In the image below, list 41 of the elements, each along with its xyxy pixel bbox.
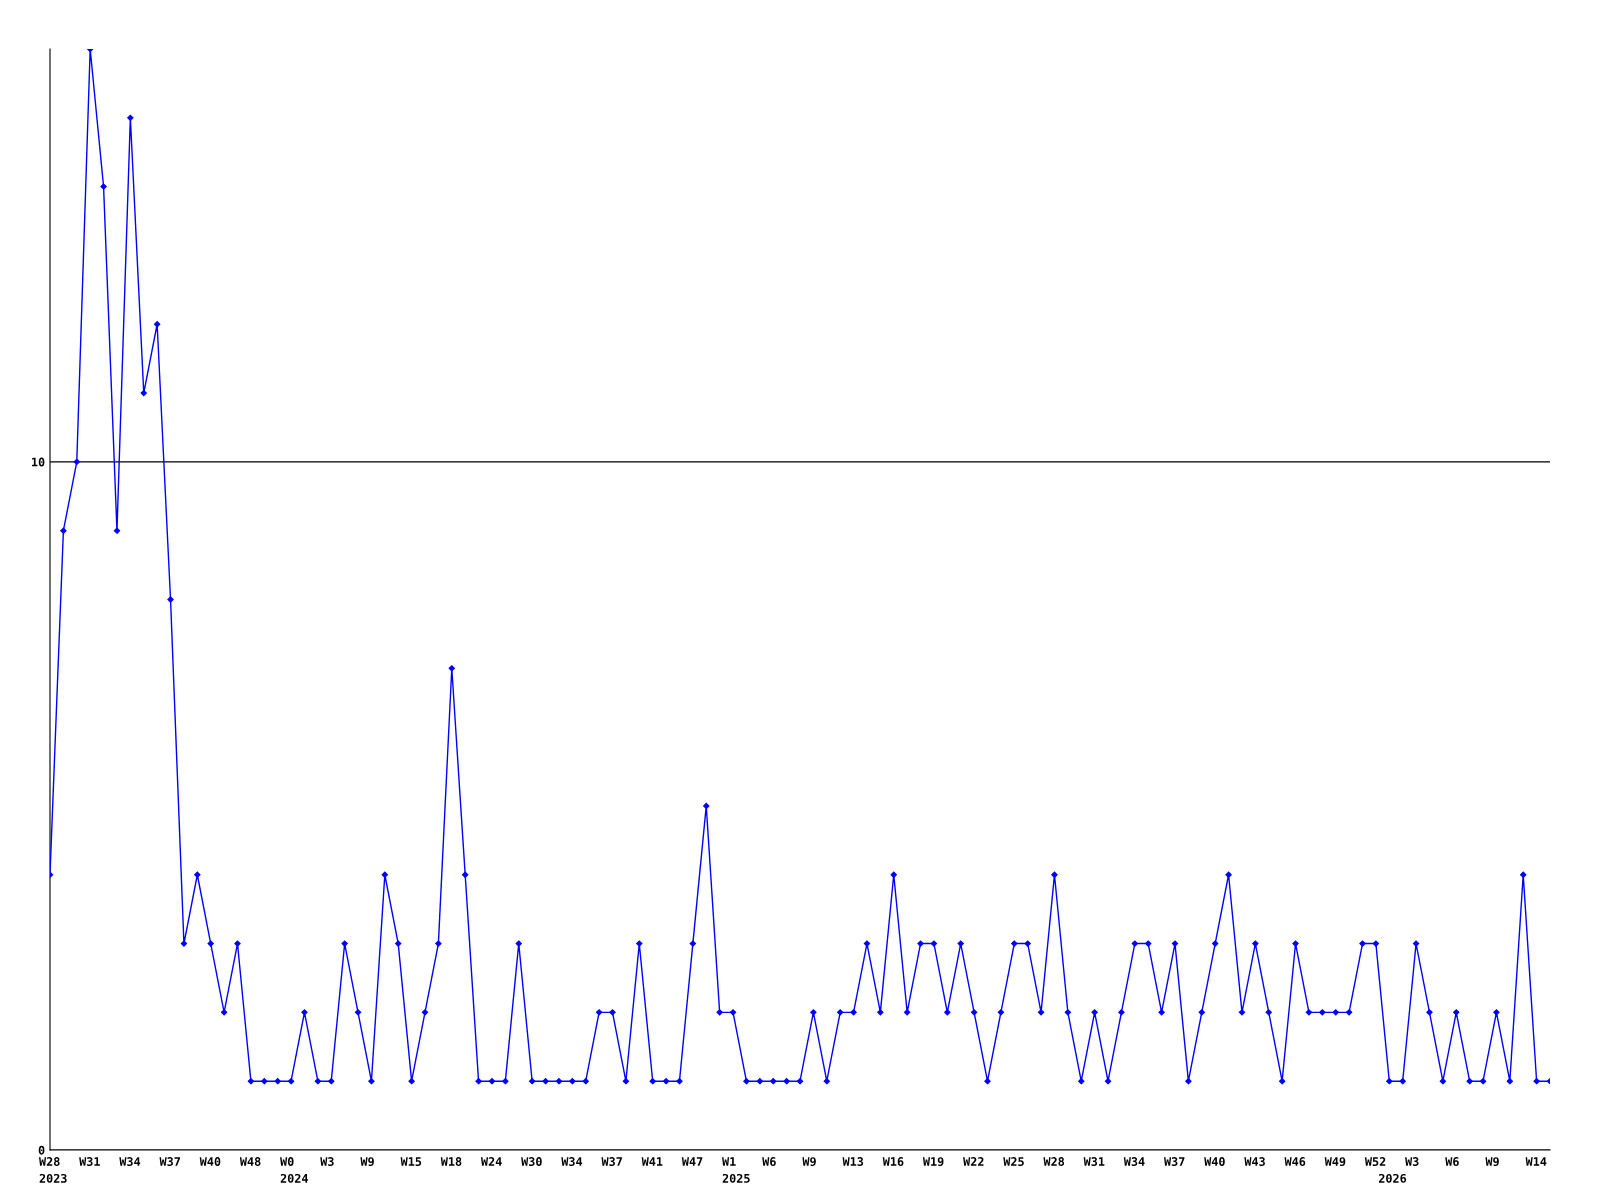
x-tick-label: W25 [1003, 1157, 1024, 1166]
x-tick-label: W34 [119, 1157, 141, 1166]
x-tick-label: W14 [1525, 1157, 1547, 1166]
x-tick-label: W48 [239, 1157, 261, 1166]
x-tick-label: W3 [320, 1157, 334, 1166]
x-tick-label: W18 [440, 1157, 462, 1166]
y-tick-label: 0 [38, 1145, 45, 1155]
x-tick-label: W13 [842, 1157, 864, 1166]
x-tick-label: W37 [1164, 1157, 1185, 1166]
x-tick-label: W47 [681, 1157, 703, 1166]
x-tick-label: W34 [561, 1157, 583, 1166]
x-tick-label: W16 [882, 1157, 904, 1167]
x-tick-label: W40 [199, 1157, 221, 1166]
x-tick-label: W6 [1445, 1157, 1459, 1167]
x-tick-label: W19 [922, 1157, 944, 1167]
x-tick-label: W24 [480, 1157, 502, 1166]
x-tick-label: W0 2024 [280, 1157, 308, 1183]
x-tick-label: W28 [1043, 1157, 1065, 1166]
x-tick-label: W52 [1364, 1157, 1386, 1166]
x-tick-label: W15 [400, 1157, 422, 1166]
x-tick-label: W9 [1485, 1157, 1499, 1167]
x-tick-label: W22 [963, 1157, 984, 1166]
x-tick-label: W34 [1123, 1157, 1145, 1166]
x-tick-label: W37 [159, 1157, 180, 1166]
x-tick-label: W9 [360, 1157, 374, 1167]
x-tick-label: W40 [1204, 1157, 1225, 1166]
x-tick-label: W28 2023 [39, 1157, 67, 1183]
x-tick-label: W3 [1405, 1157, 1419, 1166]
x-tick-label: W37 [601, 1157, 622, 1166]
x-tick-label: W31 [1083, 1157, 1105, 1166]
x-tick-label: W41 [641, 1157, 663, 1166]
x-tick-label: W6 [762, 1157, 776, 1167]
x-tick-label: W30 [521, 1157, 542, 1166]
x-tick-label: W1 2025 [722, 1157, 750, 1183]
x-tick-label: W46 [1284, 1157, 1306, 1167]
y-tick-label: 10 [32, 457, 45, 467]
x-tick-label: W49 [1324, 1157, 1346, 1167]
x-tick-label: W43 [1244, 1157, 1265, 1166]
x-tick-label: 2026 [1378, 1173, 1407, 1183]
x-tick-label: W9 [802, 1157, 816, 1167]
x-tick-label: W31 [79, 1157, 100, 1166]
